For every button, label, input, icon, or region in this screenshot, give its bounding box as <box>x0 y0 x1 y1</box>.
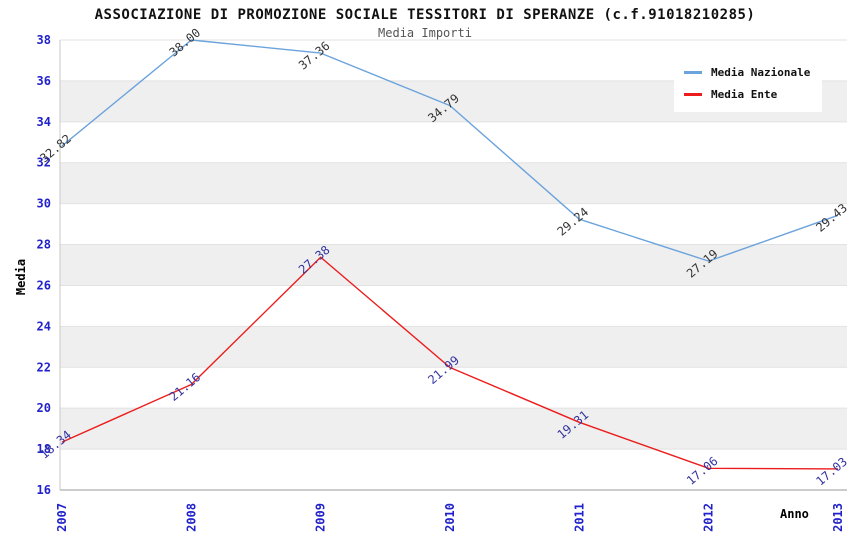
y-tick-label: 34 <box>37 115 51 129</box>
chart-title: ASSOCIAZIONE DI PROMOZIONE SOCIALE TESSI… <box>94 7 756 23</box>
x-tick-label: 2012 <box>702 503 716 532</box>
y-tick-label: 36 <box>37 74 51 88</box>
plot-band <box>60 244 847 286</box>
plot-band <box>60 121 847 163</box>
legend: Media Nazionale Media Ente <box>674 54 823 112</box>
series-line-media-nazionale <box>61 39 839 262</box>
y-tick-label: 28 <box>37 238 51 252</box>
plot-band <box>60 449 847 490</box>
y-tick-label: 30 <box>37 197 51 211</box>
x-tick-label: 2013 <box>831 503 845 532</box>
legend-item-media-nazionale: Media Nazionale <box>684 61 810 83</box>
y-tick-label: 38 <box>37 33 51 47</box>
y-tick-label: 16 <box>37 483 51 497</box>
legend-swatch-media-nazionale-icon <box>684 70 702 74</box>
legend-label-media-ente: Media Ente <box>711 87 778 101</box>
legend-label-media-nazionale: Media Nazionale <box>711 65 811 79</box>
plot-band <box>60 203 847 245</box>
y-tick-label: 22 <box>37 360 51 374</box>
y-tick-label: 24 <box>37 319 51 333</box>
chart-subtitle: Media Importi <box>378 26 472 40</box>
x-tick-label: 2010 <box>443 503 457 532</box>
plot-band <box>60 408 847 450</box>
x-tick-label: 2009 <box>314 503 328 532</box>
plot-band <box>60 162 847 204</box>
y-tick-label: 32 <box>37 156 51 170</box>
plot-band <box>60 367 847 409</box>
x-tick-label: 2008 <box>184 503 198 532</box>
y-tick-label: 20 <box>37 401 51 415</box>
y-axis-title: Media <box>14 258 28 296</box>
series-line-media-ente <box>61 256 839 470</box>
plot-band <box>60 326 847 368</box>
y-tick-label: 18 <box>37 442 51 456</box>
legend-item-media-ente: Media Ente <box>684 83 810 105</box>
legend-swatch-media-ente-icon <box>684 92 702 96</box>
y-tick-label: 26 <box>37 278 51 292</box>
plot-band <box>60 285 847 327</box>
x-tick-label: 2007 <box>55 503 69 532</box>
x-tick-label: 2011 <box>572 503 586 532</box>
x-axis-title: Anno <box>780 507 809 521</box>
